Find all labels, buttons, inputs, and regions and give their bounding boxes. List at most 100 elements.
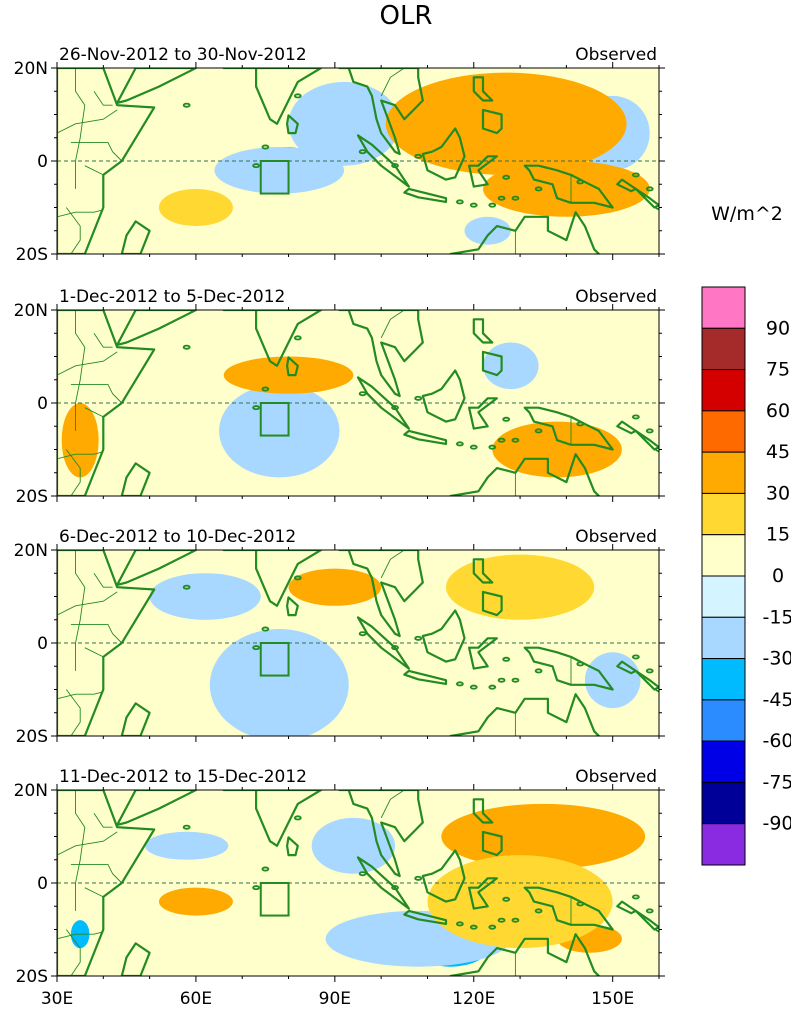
target-region-box <box>259 160 290 195</box>
colorbar: 90 75 60 45 30 15 0 -15 -30 -45 -60 -75 -90 <box>701 286 791 866</box>
coastline <box>356 616 410 670</box>
coastline <box>481 830 503 857</box>
coastline <box>286 596 299 617</box>
island-outline <box>391 885 399 891</box>
coastline <box>403 909 448 925</box>
island-outline <box>455 681 464 687</box>
map-panel-2: 20N 0 20S 1-Dec-2012 to 5-Dec-2012 Observed <box>14 287 665 507</box>
island-outline <box>534 186 543 192</box>
island-outline <box>502 896 511 902</box>
target-region-box <box>259 882 290 917</box>
coastline <box>116 550 197 587</box>
island-outline <box>534 908 543 914</box>
country-border <box>75 550 86 671</box>
island-outline <box>655 205 659 210</box>
island-outline <box>655 447 659 452</box>
island-outline <box>534 668 543 674</box>
lon-tick-label: 60E <box>180 989 212 1009</box>
country-border <box>93 91 113 106</box>
island-outline <box>502 656 511 662</box>
island-outline <box>455 199 464 205</box>
lat-tick-label: 0 <box>37 634 48 654</box>
coastline <box>116 310 197 347</box>
map-area <box>57 550 659 736</box>
coastline <box>286 114 299 135</box>
country-border <box>84 407 104 418</box>
lon-tick-label: 30E <box>41 989 73 1009</box>
island-outline <box>645 668 654 674</box>
coastline <box>616 660 637 675</box>
country-border <box>93 333 113 348</box>
country-border <box>380 310 405 339</box>
panel-source-label: Observed <box>575 767 657 787</box>
colorbar-level-label: -90 <box>762 813 791 835</box>
negative-anomaly-contour <box>584 652 641 709</box>
coastline <box>222 790 323 847</box>
coastline <box>616 420 637 435</box>
panel-source-label: Observed <box>575 45 657 65</box>
country-border <box>84 165 104 176</box>
negative-anomaly-contour <box>209 629 349 736</box>
country-border <box>57 209 104 218</box>
island-outline <box>414 395 423 401</box>
map-panel-4: 20N 0 20S 11-Dec-2012 to 15-Dec-2012 Observe… <box>14 767 665 987</box>
x-axis: 30E 60E 90E 120E 150E <box>41 989 634 1009</box>
colorbar-level-label: 30 <box>766 482 790 504</box>
coastline <box>120 702 151 736</box>
colorbar-level-label: 75 <box>766 359 790 381</box>
lat-tick-label: 20S <box>16 967 48 987</box>
coastline <box>481 108 503 135</box>
positive-anomaly-contour <box>445 554 595 620</box>
island-outline <box>655 927 659 932</box>
island-outline <box>414 875 423 881</box>
map-area <box>57 310 659 496</box>
coastline <box>523 164 614 209</box>
island-outline <box>497 437 506 443</box>
coastline <box>338 790 424 878</box>
coastline <box>403 429 448 445</box>
coastline <box>616 178 637 193</box>
colorbar-swatch <box>701 286 746 329</box>
coastline <box>481 350 503 377</box>
island-outline <box>645 908 654 914</box>
target-region-box <box>259 642 290 677</box>
positive-anomaly-contour <box>492 421 622 478</box>
coastline <box>57 790 156 976</box>
negative-anomaly-contour <box>483 342 539 390</box>
colorbar-swatch <box>701 699 746 742</box>
island-outline <box>576 661 585 667</box>
colorbar-swatch <box>701 781 746 825</box>
country-border <box>57 931 104 940</box>
coastline <box>472 798 494 824</box>
island-outline <box>455 441 464 447</box>
country-border <box>57 831 118 856</box>
colorbar-level-label: -45 <box>762 689 791 711</box>
negative-anomaly-contour <box>149 573 261 620</box>
island-outline <box>511 677 520 683</box>
island-outline <box>391 163 399 169</box>
coastline <box>286 356 299 377</box>
coastline <box>523 406 614 451</box>
lon-tick-label: 120E <box>452 989 495 1009</box>
country-border <box>70 383 123 404</box>
island-outline <box>469 202 478 208</box>
coastline <box>481 590 503 617</box>
colorbar-level-label: 60 <box>766 400 790 422</box>
coastline <box>338 550 424 638</box>
island-outline <box>469 444 478 450</box>
island-outline <box>358 871 367 877</box>
panel-period-label: 6-Dec-2012 to 10-Dec-2012 <box>59 527 296 547</box>
coastline <box>116 68 197 105</box>
island-outline <box>576 421 585 427</box>
lat-tick-label: 20N <box>14 59 48 79</box>
coastline <box>449 211 601 254</box>
island-outline <box>469 924 478 930</box>
island-outline <box>455 921 464 927</box>
island-outline <box>182 824 191 830</box>
coastline <box>468 637 498 670</box>
island-outline <box>182 102 191 108</box>
island-outline <box>631 654 640 660</box>
island-outline <box>511 917 520 923</box>
island-outline <box>645 428 654 434</box>
coastline <box>120 220 151 254</box>
